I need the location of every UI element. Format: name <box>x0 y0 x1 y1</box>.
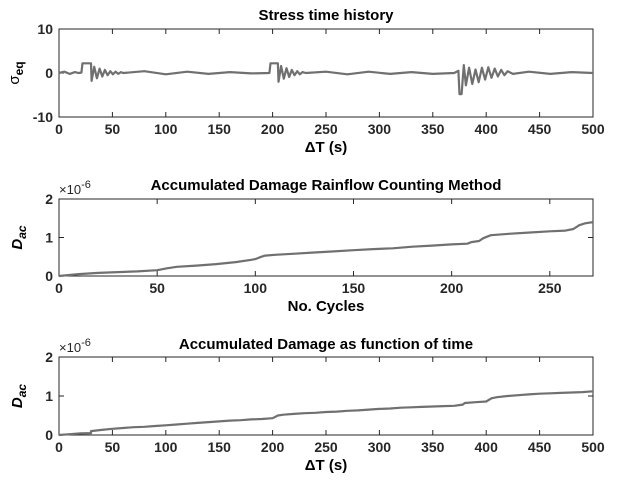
chart-title: Accumulated Damage as function of time <box>179 336 473 353</box>
y-axis-label: Dac <box>9 384 29 409</box>
x-tick-label: 300 <box>368 121 392 137</box>
x-tick-label: 50 <box>105 439 121 455</box>
x-tick-label: 250 <box>538 280 562 296</box>
x-axis-label: ΔT (s) <box>305 139 347 156</box>
chart-panel-2: 0 50 100 150 200 250 0 1 2 Accumulated Damage Rai… <box>9 177 594 315</box>
y-tick-label: 2 <box>45 191 53 207</box>
x-tick-label: 450 <box>528 121 552 137</box>
x-tick-label: 150 <box>208 439 232 455</box>
x-tick-label: 200 <box>440 280 464 296</box>
x-tick-label: 0 <box>55 439 63 455</box>
x-tick-label: 200 <box>261 121 285 137</box>
series-line-1 <box>58 390 594 437</box>
y-tick-label: 2 <box>45 349 53 365</box>
x-tick-label: 500 <box>581 121 605 137</box>
x-tick-label: 400 <box>475 121 499 137</box>
x-tick-label: 50 <box>105 121 121 137</box>
x-tick-label: 100 <box>154 121 178 137</box>
x-tick-label: 0 <box>55 121 63 137</box>
chart-title: Accumulated Damage Rainflow Counting Met… <box>151 177 502 194</box>
x-tick-label: 50 <box>149 280 165 296</box>
series-line-1 <box>58 62 594 96</box>
y-tick-label: 1 <box>45 388 53 404</box>
plot-area <box>58 198 594 277</box>
x-axis-label: No. Cycles <box>288 298 365 315</box>
y-tick-label: -10 <box>33 109 53 125</box>
y-tick-label: 10 <box>37 21 53 37</box>
x-tick-label: 200 <box>261 439 285 455</box>
x-tick-label: 350 <box>421 121 445 137</box>
x-tick-label: 400 <box>475 439 499 455</box>
chart-panel-1: 0 50 100 150 200 250 300 350 400 450 500-10010Stre… <box>6 7 605 156</box>
x-tick-label: 350 <box>421 439 445 455</box>
y-axis-label: σeq <box>6 61 26 84</box>
x-tick-label: 500 <box>581 439 605 455</box>
y-tick-label: 0 <box>45 65 53 81</box>
x-tick-label: 0 <box>55 280 63 296</box>
y-tick-label: 0 <box>45 268 53 284</box>
x-tick-label: 100 <box>154 439 178 455</box>
y-scale-factor: ×10-6 <box>59 337 91 355</box>
series-line-1 <box>58 221 594 278</box>
x-tick-label: 100 <box>244 280 268 296</box>
x-tick-label: 250 <box>314 439 338 455</box>
x-tick-label: 450 <box>528 439 552 455</box>
chart-panel-3: 0 50 100 150 200 250 300 350 400 450 500 0 1 2 Accumul… <box>9 336 605 474</box>
chart-title: Stress time history <box>258 7 394 24</box>
y-tick-label: 0 <box>45 427 53 443</box>
x-tick-label: 150 <box>342 280 366 296</box>
x-tick-label: 250 <box>314 121 338 137</box>
x-tick-label: 150 <box>208 121 232 137</box>
x-tick-label: 300 <box>368 439 392 455</box>
y-scale-factor: ×10-6 <box>59 179 91 197</box>
y-axis-label: Dac <box>9 225 29 250</box>
x-axis-label: ΔT (s) <box>305 457 347 474</box>
y-tick-label: 1 <box>45 230 53 246</box>
